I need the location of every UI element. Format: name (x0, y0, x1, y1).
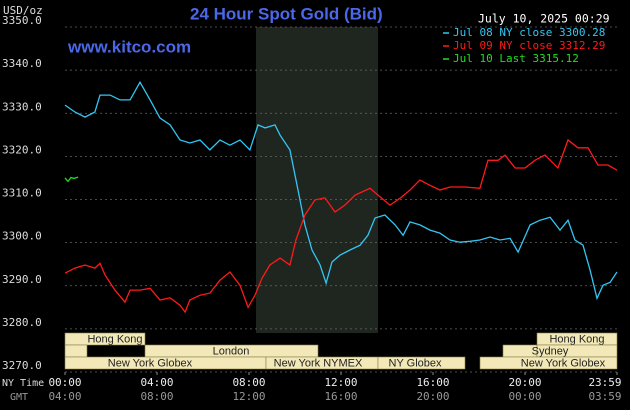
legend-label: Jul 10 Last 3315.12 (453, 52, 579, 65)
market-sessions: Hong Kong London New York Globex New Yor… (64, 332, 618, 370)
y-tick-label: 3350.0 (2, 14, 42, 27)
session-box (479, 356, 618, 370)
x-tick-label-gmt: 00:00 (508, 390, 541, 403)
x-tick-label: 23:59 (588, 376, 621, 389)
series-line (64, 138, 618, 314)
y-tick-label: 3300.0 (2, 230, 42, 243)
session-shading (256, 27, 378, 333)
chart-title: 24 Hour Spot Gold (Bid) (190, 4, 383, 23)
x-tick-label-gmt: 03:59 (588, 390, 621, 403)
session-label: New York Globex (521, 357, 606, 369)
legend-label: Jul 08 NY close 3300.28 (453, 26, 605, 39)
x-tick-label: 04:00 (140, 376, 173, 389)
series-line (64, 176, 79, 183)
y-tick-label: 3290.0 (2, 273, 42, 286)
source: www.kitco.com (67, 37, 191, 56)
x-tick-label: 08:00 (232, 376, 265, 389)
series-line (64, 80, 618, 301)
y-tick-label: 3270.0 (2, 359, 42, 372)
y-tick-label: 3320.0 (2, 143, 42, 156)
session-box (377, 356, 466, 370)
x-tick-label: 16:00 (416, 376, 449, 389)
x-tick-label-gmt: 12:00 (232, 390, 265, 403)
session-label: New York Globex (108, 357, 193, 369)
session-label: Hong Kong (87, 333, 142, 345)
x-tick-label: 12:00 (324, 376, 357, 389)
session-label: London (213, 345, 250, 357)
x-tick-label-gmt: 20:00 (416, 390, 449, 403)
session-box (64, 344, 88, 358)
timestamp: July 10, 2025 00:29 (478, 12, 610, 26)
session-label: NY Globex (389, 357, 442, 369)
y-tick-label: 3280.0 (2, 316, 42, 329)
session-label: New York NYMEX (274, 357, 363, 369)
y-axis-label: USD/oz (3, 4, 43, 17)
x-tick-label-gmt: 08:00 (140, 390, 173, 403)
session-box (64, 332, 146, 346)
x-tick-label: 00:00 (48, 376, 81, 389)
y-tick-label: 3330.0 (2, 100, 42, 113)
y-tick-label: 3340.0 (2, 57, 42, 70)
y-tick-label: 3310.0 (2, 187, 42, 200)
x-tick-label-gmt: 16:00 (324, 390, 357, 403)
session-label: Sydney (532, 345, 569, 357)
legend-label: Jul 09 NY close 3312.29 (453, 39, 605, 52)
session-label: Hong Kong (549, 333, 604, 345)
x-row-label: NY Time (2, 378, 44, 389)
x-row-label: GMT (10, 392, 28, 403)
x-tick-label: 20:00 (508, 376, 541, 389)
x-tick-label-gmt: 04:00 (48, 390, 81, 403)
